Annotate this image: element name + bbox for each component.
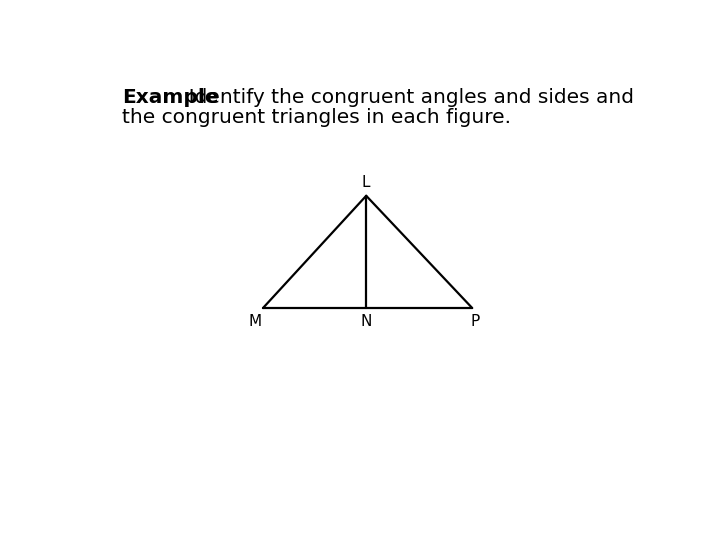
Text: Example: Example <box>122 87 219 107</box>
Text: :  Identify the congruent angles and sides and: : Identify the congruent angles and side… <box>168 87 634 107</box>
Text: the congruent triangles in each figure.: the congruent triangles in each figure. <box>122 109 511 127</box>
Text: P: P <box>470 314 480 329</box>
Text: L: L <box>362 174 371 190</box>
Text: M: M <box>248 314 261 329</box>
Text: N: N <box>361 314 372 329</box>
